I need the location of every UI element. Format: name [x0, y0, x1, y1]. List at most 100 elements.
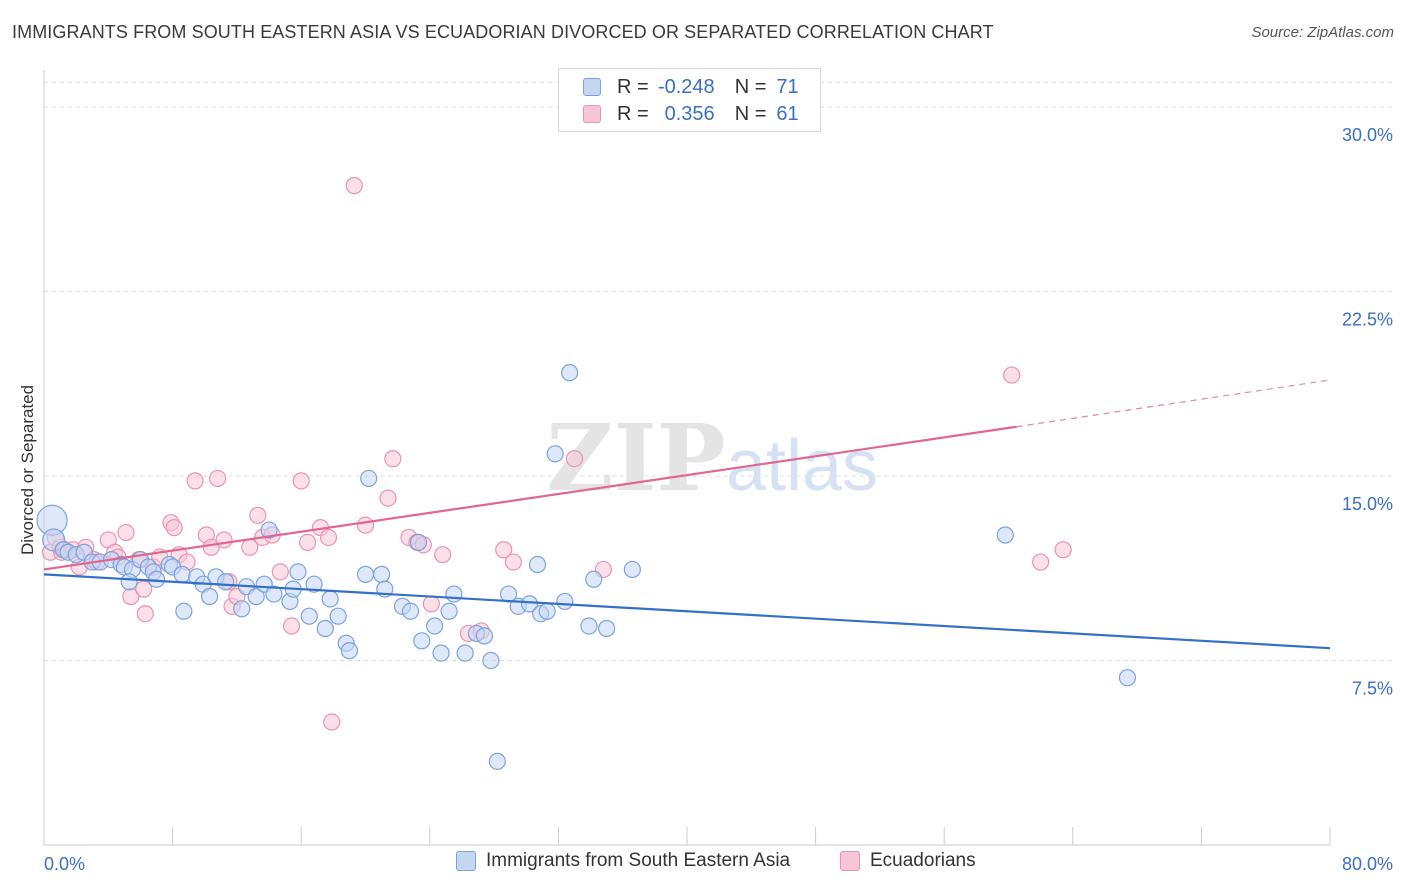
- data-point-sea: [475, 627, 494, 645]
- legend-r-value-ecuadorians: 0.356: [664, 102, 715, 125]
- data-point-sea: [305, 575, 323, 593]
- data-point-ecuadorians: [282, 617, 301, 635]
- data-point-sea: [147, 570, 166, 588]
- data-point-ecuadorians: [422, 595, 441, 613]
- y-tick-label: 22.5%: [1342, 309, 1393, 329]
- data-point-ecuadorians: [271, 563, 289, 581]
- trend-lines: [43, 379, 1331, 650]
- data-point-ecuadorians: [1054, 541, 1072, 559]
- legend-swatch-pink: [840, 851, 860, 871]
- data-point-sea: [247, 587, 265, 606]
- legend-r-value-sea: -0.248: [657, 75, 715, 98]
- legend-r-label: R =: [617, 102, 649, 125]
- data-point-sea: [556, 592, 574, 611]
- data-point-ecuadorians: [356, 516, 375, 534]
- axes: [43, 70, 1331, 846]
- series-sea-points: [36, 364, 1137, 770]
- data-point-sea: [300, 607, 318, 625]
- data-point-sea: [623, 560, 641, 579]
- data-point-sea: [432, 644, 450, 662]
- data-point-ecuadorians: [319, 528, 338, 547]
- data-point-sea: [200, 587, 219, 606]
- grid-lines: [44, 81, 1392, 661]
- legend-swatch-pink: [583, 105, 601, 123]
- data-point-sea: [528, 555, 547, 574]
- x-tick-label: 0.0%: [44, 854, 85, 874]
- legend-item-sea: Immigrants from South Eastern Asia: [456, 850, 790, 872]
- data-point-sea: [289, 563, 307, 581]
- data-point-sea: [1118, 669, 1137, 687]
- source-credit: Source: ZipAtlas.com: [1251, 24, 1394, 41]
- data-point-ecuadorians: [1032, 553, 1050, 571]
- data-point-sea: [120, 573, 138, 591]
- trend-line-ecuadorians: [43, 425, 1017, 571]
- data-point-sea: [409, 533, 428, 551]
- legend-n-value-sea: 71: [776, 75, 799, 98]
- data-point-sea: [340, 642, 359, 660]
- legend-n-value-ecuadorians: 61: [776, 102, 799, 125]
- data-point-ecuadorians: [345, 177, 363, 195]
- legend-row-sea: R = -0.248 N = 71: [583, 74, 799, 100]
- legend-n-label: N =: [734, 75, 767, 98]
- data-point-sea: [173, 565, 191, 583]
- x-tick-label: 80.0%: [1342, 854, 1393, 874]
- data-point-sea: [585, 570, 603, 588]
- data-point-sea: [456, 644, 474, 662]
- tick-labels: 7.5% 15.0% 22.5% 30.0% 0.0% 80.0%: [44, 125, 1393, 874]
- data-point-ecuadorians: [384, 450, 402, 468]
- data-point-sea: [372, 565, 391, 583]
- data-point-ecuadorians: [117, 523, 135, 542]
- trend-line-sea: [43, 573, 1331, 650]
- data-point-sea: [356, 565, 375, 583]
- data-point-ecuadorians: [1003, 366, 1021, 384]
- data-point-sea: [445, 585, 463, 603]
- data-point-sea: [413, 632, 431, 650]
- data-point-sea: [580, 617, 598, 635]
- data-point-ecuadorians: [136, 605, 154, 623]
- data-point-sea: [321, 590, 339, 608]
- data-point-sea: [546, 445, 564, 463]
- data-point-ecuadorians: [215, 531, 233, 549]
- data-point-sea: [175, 602, 193, 620]
- data-point-ecuadorians: [165, 519, 183, 537]
- legend-swatch-blue: [456, 851, 476, 871]
- data-point-sea: [426, 617, 444, 635]
- watermark: ZIP atlas: [546, 404, 878, 512]
- data-point-sea: [996, 526, 1014, 544]
- data-point-ecuadorians: [186, 472, 204, 490]
- legend-r-label: R =: [617, 75, 649, 98]
- data-point-sea: [260, 521, 278, 539]
- legend-label-ecuadorians: Ecuadorians: [870, 850, 976, 871]
- y-tick-label: 7.5%: [1352, 678, 1393, 698]
- legend-row-ecuadorians: R = 0.356 N = 61: [583, 101, 799, 127]
- legend-item-ecuadorians: Ecuadorians: [840, 850, 976, 872]
- data-point-sea: [561, 364, 579, 382]
- data-point-sea: [488, 752, 506, 770]
- data-point-ecuadorians: [504, 553, 522, 571]
- data-point-sea: [217, 573, 235, 591]
- data-point-sea: [265, 585, 283, 603]
- legend-swatch-blue: [583, 78, 601, 96]
- data-point-ecuadorians: [249, 506, 267, 524]
- data-point-ecuadorians: [434, 546, 452, 564]
- data-point-sea: [329, 607, 347, 625]
- legend-n-label: N =: [734, 102, 767, 125]
- data-point-ecuadorians: [292, 472, 310, 490]
- data-point-sea: [316, 619, 334, 638]
- data-point-sea: [520, 595, 539, 613]
- y-tick-label: 15.0%: [1342, 494, 1393, 514]
- data-point-sea: [360, 469, 378, 488]
- series-legend: Immigrants from South Eastern Asia Ecuad…: [0, 850, 1406, 878]
- data-point-ecuadorians: [565, 450, 584, 468]
- data-point-sea: [598, 619, 616, 638]
- data-point-sea: [482, 651, 500, 670]
- data-point-ecuadorians: [323, 713, 341, 731]
- data-point-ecuadorians: [209, 469, 227, 488]
- data-point-ecuadorians: [495, 541, 513, 559]
- legend-label-sea: Immigrants from South Eastern Asia: [486, 850, 791, 871]
- trend-line-ecuadorians-extension: [1016, 379, 1331, 428]
- y-axis-label: Divorced or Separated: [18, 384, 37, 555]
- data-point-sea: [538, 602, 556, 620]
- data-point-ecuadorians: [299, 533, 317, 551]
